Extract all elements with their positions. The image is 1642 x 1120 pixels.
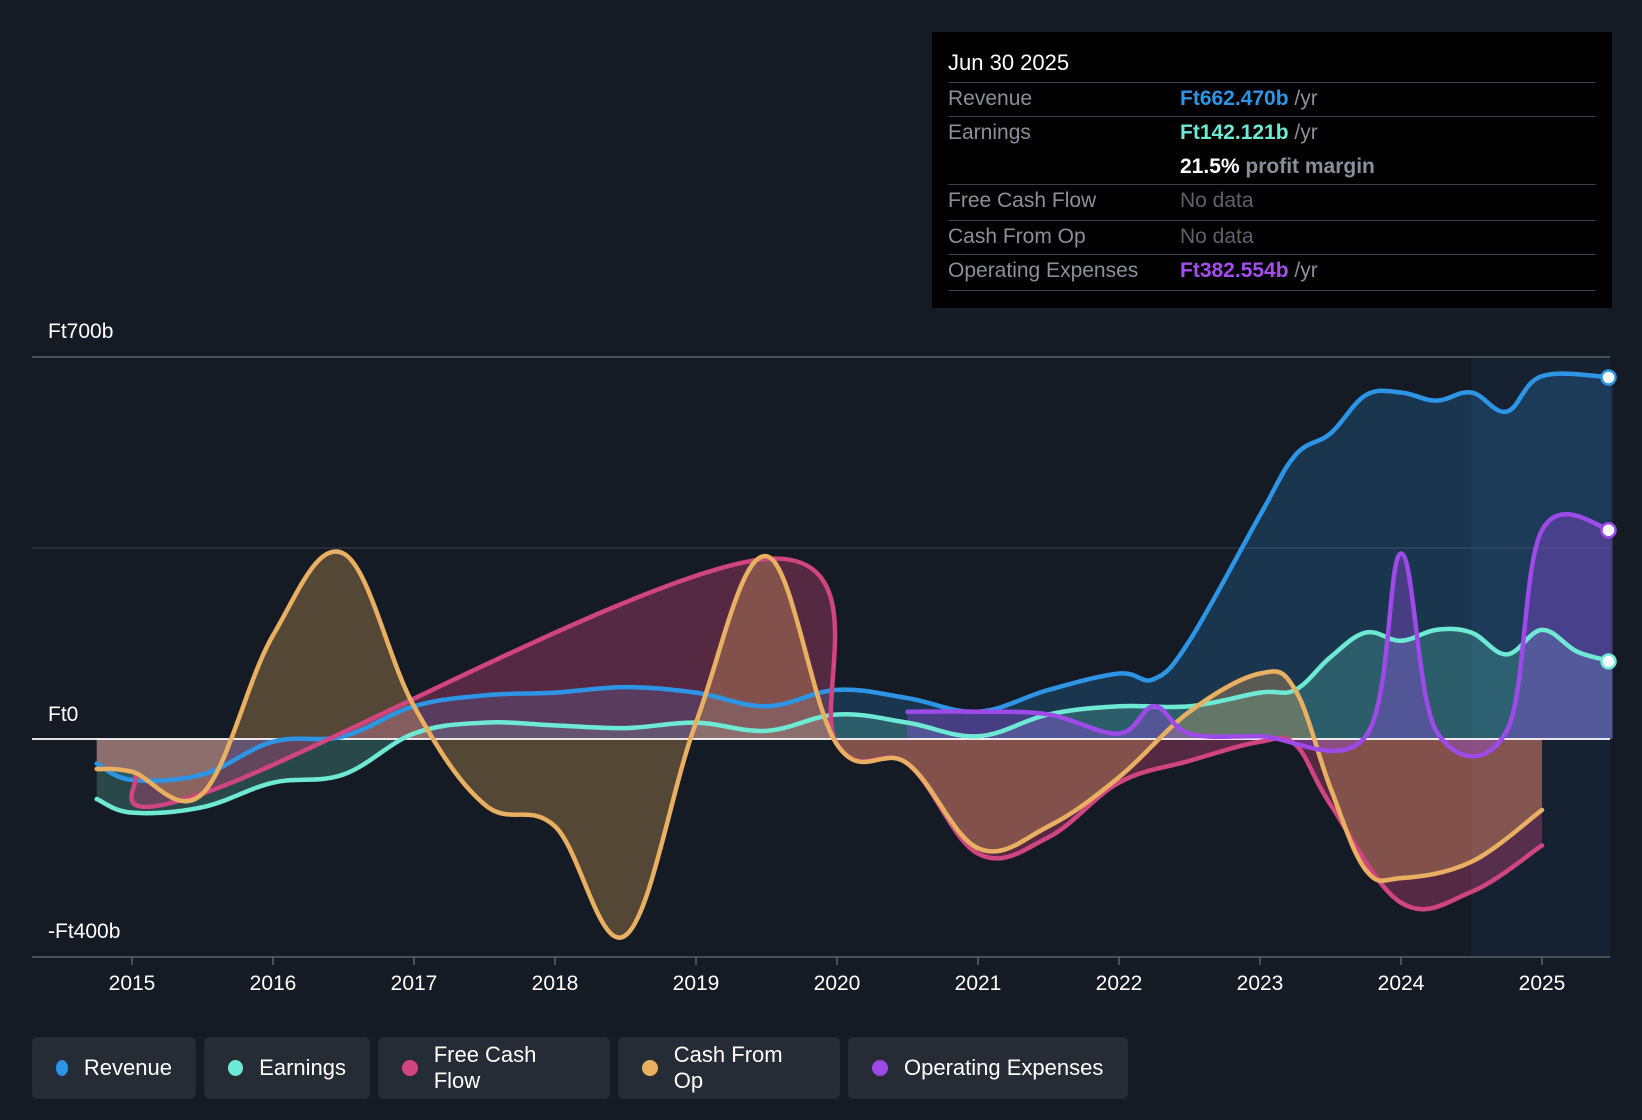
x-tick-label-2017: 2017	[391, 972, 438, 995]
tooltip-margin-label: profit margin	[1245, 155, 1375, 178]
tooltip-cfo-label: Cash From Op	[948, 225, 1086, 248]
x-tick-label-2015: 2015	[109, 972, 156, 995]
tooltip-row-fcf: Free Cash Flow No data	[948, 184, 1596, 219]
x-tick-label-2018: 2018	[532, 972, 579, 995]
tooltip-revenue-value-wrap: Ft662.470b /yr	[1180, 87, 1318, 111]
cfo-line	[94, 549, 1545, 940]
revenue-area	[96, 373, 1613, 781]
legend-item-fcf[interactable]: Free Cash Flow	[378, 1037, 610, 1099]
tooltip-earnings-value: Ft142.121b	[1180, 121, 1289, 144]
fcf-dot-icon	[402, 1060, 418, 1076]
x-axis-ticks: 2015 2016 2017 2018 2019 2020 2021 2022 2023 2024…	[109, 957, 1566, 995]
cfo-dot-icon	[642, 1060, 658, 1076]
legend-item-opex[interactable]: Operating Expenses	[848, 1037, 1128, 1099]
grid-lines	[32, 356, 1610, 549]
tooltip-date: Jun 30 2025	[948, 50, 1070, 75]
tooltip-bottom-rule	[948, 290, 1596, 291]
series-end-dots	[1600, 369, 1617, 670]
opex-area	[907, 514, 1613, 757]
revenue-dot-icon	[56, 1060, 68, 1076]
tooltip-row-opex: Operating Expenses Ft382.554b /yr	[948, 254, 1596, 289]
tooltip-revenue-unit: /yr	[1294, 87, 1318, 110]
earnings-end-dot	[1600, 653, 1617, 670]
legend-item-earnings[interactable]: Earnings	[204, 1037, 370, 1099]
tooltip-row-revenue: Revenue Ft662.470b /yr	[948, 82, 1596, 117]
revenue-end-dot	[1600, 369, 1617, 386]
tooltip-margin-wrap: 21.5% profit margin	[1180, 155, 1375, 179]
tooltip-cfo-value: No data	[1180, 225, 1254, 248]
y-tick-label-bottom: -Ft400b	[48, 920, 121, 943]
tooltip-revenue-value: Ft662.470b	[1180, 87, 1289, 110]
legend-item-revenue[interactable]: Revenue	[32, 1037, 196, 1099]
y-tick-label-zero: Ft0	[48, 703, 79, 726]
earnings-dot-icon	[228, 1060, 244, 1076]
tooltip-margin-value: 21.5%	[1180, 155, 1240, 178]
earnings-line	[94, 626, 1615, 816]
x-tick-label-2019: 2019	[673, 972, 720, 995]
tooltip-fcf-label: Free Cash Flow	[948, 189, 1097, 212]
x-tick-label-2016: 2016	[250, 972, 297, 995]
y-tick-label-top: Ft700b	[48, 320, 114, 343]
x-tick-label-2022: 2022	[1096, 972, 1143, 995]
tooltip-revenue-label: Revenue	[948, 87, 1033, 110]
tooltip-opex-label: Operating Expenses	[948, 259, 1139, 282]
legend-earnings-label: Earnings	[259, 1055, 346, 1080]
earnings-area	[96, 628, 1613, 814]
tooltip-fcf-value: No data	[1180, 189, 1254, 212]
revenue-line	[94, 371, 1615, 784]
fcf-area	[96, 558, 1542, 910]
x-tick-label-2020: 2020	[814, 972, 861, 995]
x-tick-label-2021: 2021	[955, 972, 1002, 995]
data-tooltip: Jun 30 2025 Revenue Ft662.470b /yr Earni…	[932, 32, 1612, 308]
tooltip-opex-unit: /yr	[1294, 259, 1318, 282]
tooltip-earnings-value-wrap: Ft142.121b /yr	[1180, 121, 1318, 145]
legend-fcf-label: Free Cash Flow	[433, 1042, 537, 1093]
tooltip-row-earnings: Earnings Ft142.121b /yr 21.5% profit mar…	[948, 116, 1596, 185]
legend-cfo-label: Cash From Op	[673, 1042, 783, 1093]
opex-end-dot	[1600, 521, 1617, 539]
tooltip-row-cfo: Cash From Op No data	[948, 220, 1596, 255]
legend-item-cfo[interactable]: Cash From Op	[618, 1037, 840, 1099]
tooltip-earnings-unit: /yr	[1294, 121, 1318, 144]
tooltip-earnings-label: Earnings	[948, 121, 1031, 144]
series-lines	[94, 371, 1615, 940]
x-tick-label-2023: 2023	[1237, 972, 1284, 995]
legend-revenue-label: Revenue	[83, 1055, 172, 1080]
legend-opex-label: Operating Expenses	[904, 1055, 1104, 1080]
series-areas	[96, 373, 1613, 938]
tooltip-opex-value-wrap: Ft382.554b /yr	[1180, 259, 1318, 283]
x-tick-label-2024: 2024	[1378, 972, 1425, 995]
tooltip-opex-value: Ft382.554b	[1180, 259, 1289, 282]
x-tick-label-2025: 2025	[1519, 972, 1566, 995]
opex-dot-icon	[872, 1060, 888, 1076]
opex-line	[905, 512, 1615, 759]
